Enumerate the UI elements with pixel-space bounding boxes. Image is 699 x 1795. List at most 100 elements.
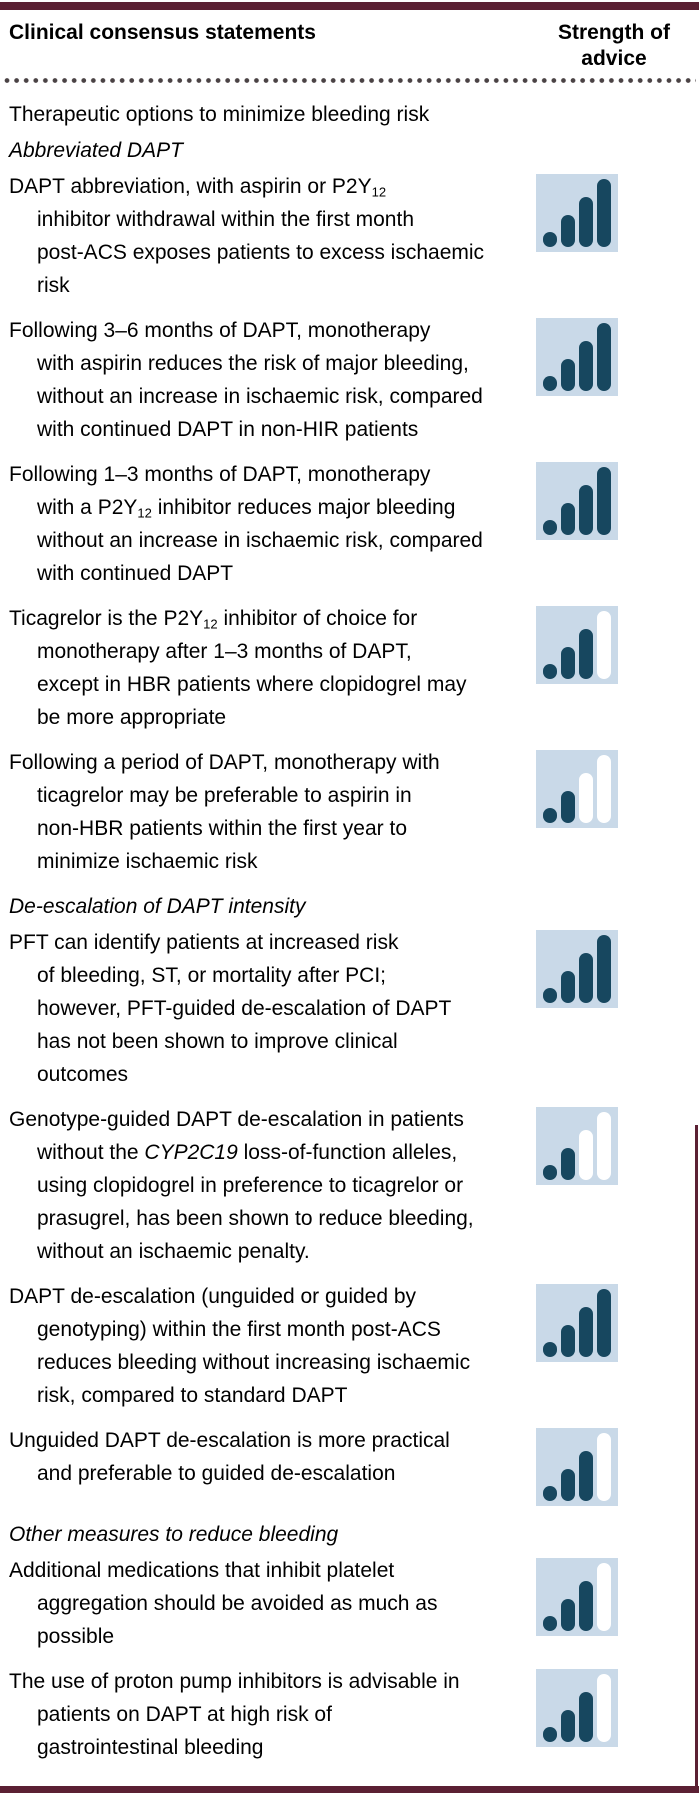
statement-text-segment: risk — [37, 274, 70, 297]
statement-text-segment: minimize ischaemic risk — [37, 850, 258, 873]
statement-line: Additional medications that inhibit plat… — [9, 1554, 536, 1587]
statement-text-segment: DAPT abbreviation, with aspirin or P2Y — [9, 175, 372, 198]
statement-row: DAPT abbreviation, with aspirin or P2Y12… — [9, 170, 689, 302]
statement-row: Following 1–3 months of DAPT, monotherap… — [9, 458, 689, 590]
statement-line: risk — [9, 269, 536, 302]
statement-text: Following 3–6 months of DAPT, monotherap… — [9, 314, 536, 446]
statement-line: The use of proton pump inhibitors is adv… — [9, 1665, 536, 1698]
statement-line: inhibitor withdrawal within the first mo… — [9, 203, 536, 236]
strength-bar-empty — [597, 1433, 611, 1501]
table-header-row: Clinical consensus statements Strength o… — [0, 10, 699, 72]
strength-of-advice-bars-icon — [536, 1558, 618, 1636]
strength-of-advice-bars-icon — [536, 930, 618, 1008]
statement-text-segment: Genotype-guided DAPT de-escalation in pa… — [9, 1108, 464, 1131]
strength-bar-filled — [579, 1451, 593, 1501]
statement-text-segment: ticagrelor may be preferable to aspirin … — [37, 784, 412, 807]
statement-text-segment: Ticagrelor is the P2Y — [9, 607, 204, 630]
strength-bar-filled — [597, 179, 611, 247]
statement-text: Additional medications that inhibit plat… — [9, 1554, 536, 1653]
statement-line: prasugrel, has been shown to reduce blee… — [9, 1202, 536, 1235]
strength-bar-filled — [543, 1727, 557, 1742]
statement-text-segment: Following a period of DAPT, monotherapy … — [9, 751, 440, 774]
statement-text-segment: of bleeding, ST, or mortality after PCI; — [37, 964, 386, 987]
statement-line: has not been shown to improve clinical — [9, 1025, 536, 1058]
statement-text-segment: loss-of-function alleles, — [237, 1141, 458, 1164]
statement-line: possible — [9, 1620, 536, 1653]
strength-bar-filled — [543, 1342, 557, 1357]
statement-text-segment: Following 3–6 months of DAPT, monotherap… — [9, 319, 431, 342]
strength-bar-empty — [579, 1130, 593, 1180]
strength-bar-empty — [579, 773, 593, 823]
strength-bar-filled — [543, 1165, 557, 1180]
strength-of-advice-bars-icon — [536, 1669, 618, 1747]
statement-line: with continued DAPT in non-HIR patients — [9, 413, 536, 446]
statement-line: DAPT de-escalation (unguided or guided b… — [9, 1280, 536, 1313]
strength-bar-empty — [597, 755, 611, 823]
statement-line: aggregation should be avoided as much as — [9, 1587, 536, 1620]
statement-text-segment: however, PFT-guided de-escalation of DAP… — [37, 997, 452, 1020]
strength-of-advice-bars-icon — [536, 1107, 618, 1185]
statement-line: with a P2Y12 inhibitor reduces major ble… — [9, 491, 536, 524]
strength-bar-filled — [597, 1289, 611, 1357]
strength-bar-filled — [597, 935, 611, 1003]
strength-bar-filled — [561, 1469, 575, 1501]
strength-column-header: Strength of advice — [553, 20, 675, 72]
statement-text-segment: gastrointestinal bleeding — [37, 1736, 264, 1759]
statement-line: however, PFT-guided de-escalation of DAP… — [9, 992, 536, 1025]
statement-row: Genotype-guided DAPT de-escalation in pa… — [9, 1103, 689, 1268]
table-right-border — [695, 1125, 698, 1793]
statement-text-segment: inhibitor of choice for — [217, 607, 418, 630]
strength-of-advice-bars-icon — [536, 462, 618, 540]
strength-bar-empty — [597, 1563, 611, 1631]
statement-line: genotyping) within the first month post-… — [9, 1313, 536, 1346]
dotted-separator — [4, 77, 696, 84]
statement-row: Unguided DAPT de-escalation is more prac… — [9, 1424, 689, 1506]
statement-text: Genotype-guided DAPT de-escalation in pa… — [9, 1103, 536, 1268]
statement-text-segment: 12 — [203, 616, 218, 632]
statement-text: DAPT de-escalation (unguided or guided b… — [9, 1280, 536, 1412]
statement-text-segment: PFT can identify patients at increased r… — [9, 931, 399, 954]
strength-bar-filled — [543, 1486, 557, 1501]
statement-text-segment: post-ACS exposes patients to excess isch… — [37, 241, 485, 264]
statement-text-segment: 12 — [371, 184, 387, 200]
statement-row: PFT can identify patients at increased r… — [9, 926, 689, 1091]
statement-text: PFT can identify patients at increased r… — [9, 926, 536, 1091]
statement-text-segment: with continued DAPT in non-HIR patients — [37, 418, 419, 441]
statement-line: using clopidogrel in preference to ticag… — [9, 1169, 536, 1202]
statement-line: without an increase in ischaemic risk, c… — [9, 380, 536, 413]
statement-line: outcomes — [9, 1058, 536, 1091]
statement-text-segment: except in HBR patients where clopidogrel… — [37, 673, 467, 696]
statement-line: except in HBR patients where clopidogrel… — [9, 668, 536, 701]
strength-bar-filled — [579, 1581, 593, 1631]
statement-line: risk, compared to standard DAPT — [9, 1379, 536, 1412]
strength-bar-filled — [579, 953, 593, 1003]
statement-text-segment: Additional medications that inhibit plat… — [9, 1559, 395, 1582]
statements-column-header: Clinical consensus statements — [9, 21, 316, 44]
strength-of-advice-bars-icon — [536, 1284, 618, 1362]
rows: Therapeutic options to minimize bleeding… — [0, 84, 699, 1764]
statement-line: without an ischaemic penalty. — [9, 1235, 536, 1268]
statement-line: gastrointestinal bleeding — [9, 1731, 536, 1764]
statement-line: without the CYP2C19 loss-of-function all… — [9, 1136, 536, 1169]
statement-line: Ticagrelor is the P2Y12 inhibitor of cho… — [9, 602, 536, 635]
strength-bar-filled — [543, 988, 557, 1003]
statement-line: with continued DAPT — [9, 557, 536, 590]
subsection-heading: Other measures to reduce bleeding — [9, 1523, 339, 1546]
statement-line: be more appropriate — [9, 701, 536, 734]
strength-column-header-line2: advice — [581, 47, 647, 70]
strength-of-advice-bars-icon — [536, 1428, 618, 1506]
statement-line: without an increase in ischaemic risk, c… — [9, 524, 536, 557]
statement-text-segment: with a P2Y — [37, 496, 138, 519]
statement-text-segment: has not been shown to improve clinical — [37, 1030, 398, 1053]
strength-bar-filled — [561, 215, 575, 247]
strength-bar-empty — [597, 1674, 611, 1742]
strength-of-advice-bars-icon — [536, 750, 618, 828]
strength-bar-filled — [579, 1307, 593, 1357]
strength-bar-filled — [561, 1710, 575, 1742]
strength-bar-filled — [561, 971, 575, 1003]
strength-bar-filled — [561, 359, 575, 391]
statement-text: DAPT abbreviation, with aspirin or P2Y12… — [9, 170, 536, 302]
statement-text-segment: non-HBR patients within the first year t… — [37, 817, 408, 840]
statement-row: Additional medications that inhibit plat… — [9, 1554, 689, 1653]
